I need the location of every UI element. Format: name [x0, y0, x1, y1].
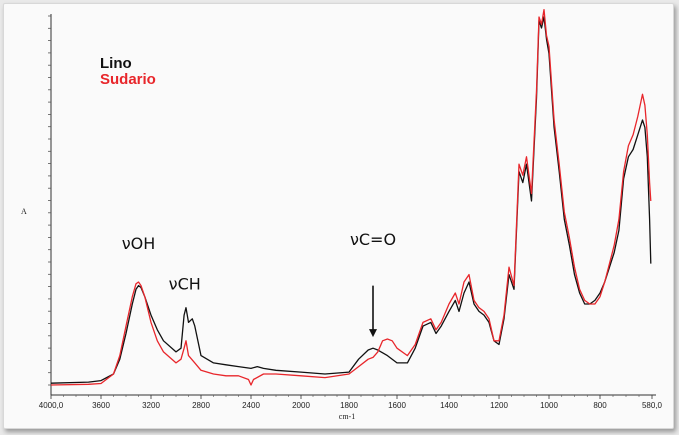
legend-lino: Lino [100, 55, 132, 72]
series-line-sudario [50, 8, 652, 386]
x-tick-label: 2000 [292, 401, 310, 410]
x-tick-label: 1200 [490, 401, 508, 410]
x-tick-label: 3200 [142, 401, 160, 410]
x-tick-label: 580,0 [642, 401, 663, 410]
annotation-label: νOH [122, 234, 156, 253]
annotation-arrow-head [369, 329, 377, 338]
chart-frame: 4000,0 3600 3200 2800 2400 2000 1800 1600 1400 12… [3, 3, 674, 429]
annotation-label: νC=O [350, 230, 396, 249]
x-tick-label: 2400 [242, 401, 260, 410]
series-layer [50, 8, 652, 386]
legend-sudario: Sudario [100, 71, 156, 88]
x-tick-label: 2800 [192, 401, 210, 410]
y-axis-ticks [48, 15, 51, 386]
x-tick-label: 4000,0 [39, 401, 64, 410]
annotation-layer: νOH νCH νC=O [122, 230, 396, 338]
x-tick-label: 3600 [92, 401, 110, 410]
x-axis-ticks: 4000,0 3600 3200 2800 2400 2000 1800 1600 1400 12… [39, 395, 663, 410]
x-tick-label: 1000 [540, 401, 558, 410]
annotation-label: νCH [169, 274, 201, 293]
spectrum-chart: 4000,0 3600 3200 2800 2400 2000 1800 1600 1400 12… [21, 8, 663, 421]
x-tick-label: 1400 [440, 401, 458, 410]
x-axis-title: cm-1 [339, 412, 355, 421]
x-tick-label: 800 [593, 401, 607, 410]
x-tick-label: 1600 [388, 401, 406, 410]
x-tick-label: 1800 [340, 401, 358, 410]
y-axis-title: A [21, 207, 27, 216]
